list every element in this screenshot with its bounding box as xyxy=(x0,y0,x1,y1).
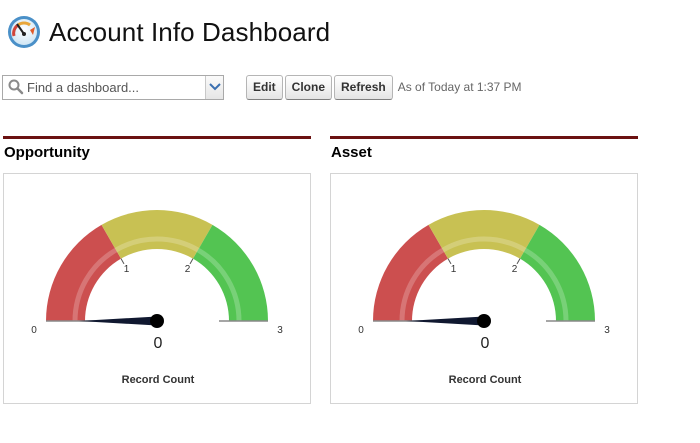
gauge-band-highlight xyxy=(196,247,242,322)
search-icon xyxy=(7,78,25,96)
panel-header-bar xyxy=(330,136,638,139)
refresh-timestamp: As of Today at 1:37 PM xyxy=(397,80,522,94)
gauge-band-highlight xyxy=(523,247,569,322)
gauge-tick-label: 0 xyxy=(358,325,364,336)
gauge-band-green xyxy=(520,224,595,321)
gauge-needle-hub xyxy=(150,314,164,328)
opportunity-panel: Opportunity 0 1 2 3 0 Record Count xyxy=(3,136,311,404)
gauge-band-highlight xyxy=(399,247,445,322)
gauge-value: 0 xyxy=(480,335,490,352)
gauge-tick-label: 2 xyxy=(185,264,191,275)
gauge-band-highlight xyxy=(441,236,527,253)
gauge-band-yellow xyxy=(428,210,540,259)
search-input[interactable] xyxy=(27,79,197,95)
opportunity-gauge-chart[interactable]: 0 1 2 3 0 Record Count xyxy=(3,173,311,404)
gauge-caption: Record Count xyxy=(121,374,195,386)
gauge-tick-label: 2 xyxy=(512,264,518,275)
gauge-tick-label: 3 xyxy=(604,325,610,336)
refresh-button[interactable]: Refresh xyxy=(334,74,393,100)
gauge-tick xyxy=(189,258,194,265)
gauge-band-red xyxy=(373,224,448,321)
gauge-band-red xyxy=(46,224,121,321)
gauge-needle xyxy=(406,316,484,326)
page-header: Account Info Dashboard xyxy=(6,14,330,50)
gauge-caption: Record Count xyxy=(448,374,522,386)
gauge-value: 0 xyxy=(153,335,163,352)
gauge-band-highlight xyxy=(72,247,118,322)
gauge-tick xyxy=(447,258,452,265)
gauge-tick-label: 1 xyxy=(124,264,130,275)
page-title: Account Info Dashboard xyxy=(49,16,331,47)
dashboard-gauge-icon xyxy=(6,14,42,50)
gauge-tick-label: 3 xyxy=(277,325,283,336)
gauge-tick-label: 1 xyxy=(451,264,457,275)
panel-title: Opportunity xyxy=(4,144,90,161)
gauge-tick-label: 0 xyxy=(31,325,37,336)
edit-button[interactable]: Edit xyxy=(246,74,283,100)
chevron-down-icon xyxy=(208,83,221,91)
gauge-svg: 0 1 2 3 xyxy=(358,210,610,336)
asset-gauge-chart[interactable]: 0 1 2 3 0 Record Count xyxy=(330,173,638,404)
panel-title: Asset xyxy=(331,144,372,161)
clone-button[interactable]: Clone xyxy=(284,74,333,100)
gauge-needle xyxy=(79,316,157,326)
gauge-svg: 0 1 2 3 xyxy=(31,210,283,336)
gauge-tick xyxy=(120,258,125,265)
search-dropdown-button[interactable] xyxy=(205,75,223,99)
dashboard-search xyxy=(2,74,224,100)
dashboard-toolbar: Edit Clone Refresh As of Today at 1:37 P… xyxy=(2,74,522,100)
gauge-band-yellow xyxy=(101,210,213,259)
asset-panel: Asset 0 1 2 3 0 Record Count xyxy=(330,136,638,404)
gauge-needle-hub xyxy=(477,314,491,328)
panel-header-bar xyxy=(3,136,311,139)
gauge-band-highlight xyxy=(114,236,200,253)
gauge-band-green xyxy=(193,224,268,321)
gauge-tick xyxy=(516,258,521,265)
